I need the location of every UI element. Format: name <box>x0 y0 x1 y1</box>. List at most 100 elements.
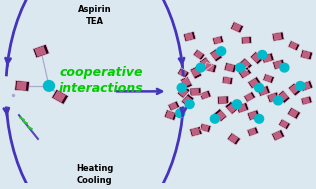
Polygon shape <box>194 50 203 59</box>
Polygon shape <box>214 108 227 122</box>
Polygon shape <box>263 74 275 83</box>
Polygon shape <box>33 44 49 58</box>
Polygon shape <box>261 53 274 63</box>
Circle shape <box>280 63 289 72</box>
Polygon shape <box>225 63 234 72</box>
Circle shape <box>236 63 245 72</box>
Polygon shape <box>237 104 247 112</box>
Polygon shape <box>300 81 313 91</box>
Circle shape <box>177 83 186 92</box>
Polygon shape <box>180 76 192 89</box>
Polygon shape <box>274 60 283 69</box>
Polygon shape <box>210 49 222 62</box>
Polygon shape <box>273 131 283 140</box>
Polygon shape <box>302 97 310 104</box>
Polygon shape <box>301 82 311 91</box>
Polygon shape <box>201 91 209 99</box>
Polygon shape <box>289 41 298 50</box>
Polygon shape <box>193 49 205 60</box>
Polygon shape <box>191 67 200 77</box>
Polygon shape <box>249 78 259 88</box>
Polygon shape <box>212 36 224 45</box>
Circle shape <box>255 83 264 92</box>
Circle shape <box>255 114 264 123</box>
Polygon shape <box>279 120 289 128</box>
Polygon shape <box>289 108 298 118</box>
Polygon shape <box>168 101 180 111</box>
Polygon shape <box>245 93 254 101</box>
Polygon shape <box>190 126 202 137</box>
Polygon shape <box>257 85 270 96</box>
Polygon shape <box>267 92 280 103</box>
Polygon shape <box>52 89 69 105</box>
Polygon shape <box>181 77 191 87</box>
Polygon shape <box>242 37 250 43</box>
Polygon shape <box>236 102 249 113</box>
Polygon shape <box>223 77 231 84</box>
Polygon shape <box>277 90 290 103</box>
Polygon shape <box>268 93 277 102</box>
Polygon shape <box>225 101 238 114</box>
Polygon shape <box>217 96 229 104</box>
Circle shape <box>258 50 267 59</box>
Polygon shape <box>288 41 300 51</box>
Polygon shape <box>278 119 290 130</box>
Polygon shape <box>248 77 261 89</box>
Polygon shape <box>228 134 239 143</box>
Polygon shape <box>301 50 311 59</box>
Circle shape <box>176 109 185 118</box>
Polygon shape <box>185 33 194 41</box>
Polygon shape <box>247 127 259 136</box>
Polygon shape <box>178 87 188 97</box>
Polygon shape <box>248 111 258 120</box>
Polygon shape <box>219 97 227 104</box>
Polygon shape <box>182 95 192 105</box>
Polygon shape <box>251 53 261 63</box>
Polygon shape <box>213 37 222 44</box>
Polygon shape <box>200 123 211 132</box>
Polygon shape <box>272 32 284 41</box>
Polygon shape <box>224 63 237 73</box>
Polygon shape <box>244 91 256 102</box>
Polygon shape <box>258 87 268 95</box>
Circle shape <box>217 47 226 56</box>
Polygon shape <box>199 90 211 100</box>
Polygon shape <box>183 31 196 42</box>
Polygon shape <box>200 58 210 68</box>
Polygon shape <box>164 110 177 121</box>
Polygon shape <box>287 107 301 119</box>
Polygon shape <box>271 129 285 141</box>
Polygon shape <box>300 50 313 60</box>
Circle shape <box>274 96 283 105</box>
Polygon shape <box>201 124 209 132</box>
Circle shape <box>296 81 305 90</box>
Polygon shape <box>227 133 241 145</box>
Polygon shape <box>227 103 237 113</box>
Polygon shape <box>272 59 285 70</box>
Polygon shape <box>205 63 215 72</box>
Polygon shape <box>278 91 288 101</box>
Polygon shape <box>53 91 66 102</box>
Polygon shape <box>263 54 272 62</box>
Text: Aspirin
TEA: Aspirin TEA <box>78 5 112 26</box>
Circle shape <box>185 100 194 108</box>
Polygon shape <box>177 68 189 78</box>
Polygon shape <box>248 128 257 136</box>
Circle shape <box>44 81 54 91</box>
Circle shape <box>233 100 241 108</box>
Polygon shape <box>240 59 250 69</box>
Polygon shape <box>34 46 46 57</box>
Polygon shape <box>247 110 260 121</box>
Polygon shape <box>222 76 233 85</box>
Polygon shape <box>191 88 199 95</box>
Polygon shape <box>289 84 299 94</box>
Polygon shape <box>169 102 178 110</box>
Polygon shape <box>288 83 301 96</box>
Polygon shape <box>301 96 312 105</box>
Polygon shape <box>239 58 252 71</box>
Polygon shape <box>211 50 221 60</box>
Polygon shape <box>190 88 201 96</box>
Polygon shape <box>250 52 264 64</box>
Polygon shape <box>239 68 250 78</box>
Polygon shape <box>191 128 200 136</box>
